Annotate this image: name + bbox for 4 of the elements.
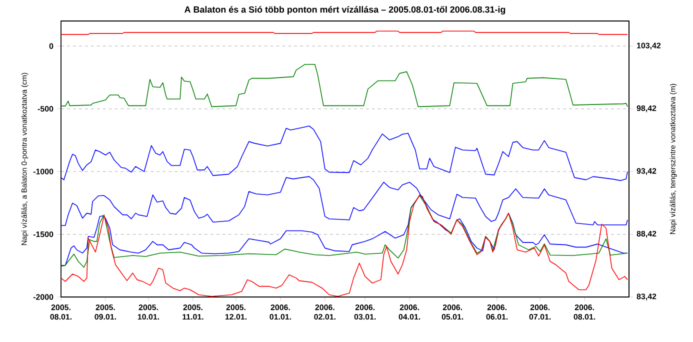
line-series (61, 64, 628, 108)
line-series (61, 126, 628, 181)
chart-title: A Balaton és a Sió több ponton mért vízállása – 2005.08.01-től 2006.08.31-ig (184, 6, 506, 15)
line-series (61, 194, 628, 297)
